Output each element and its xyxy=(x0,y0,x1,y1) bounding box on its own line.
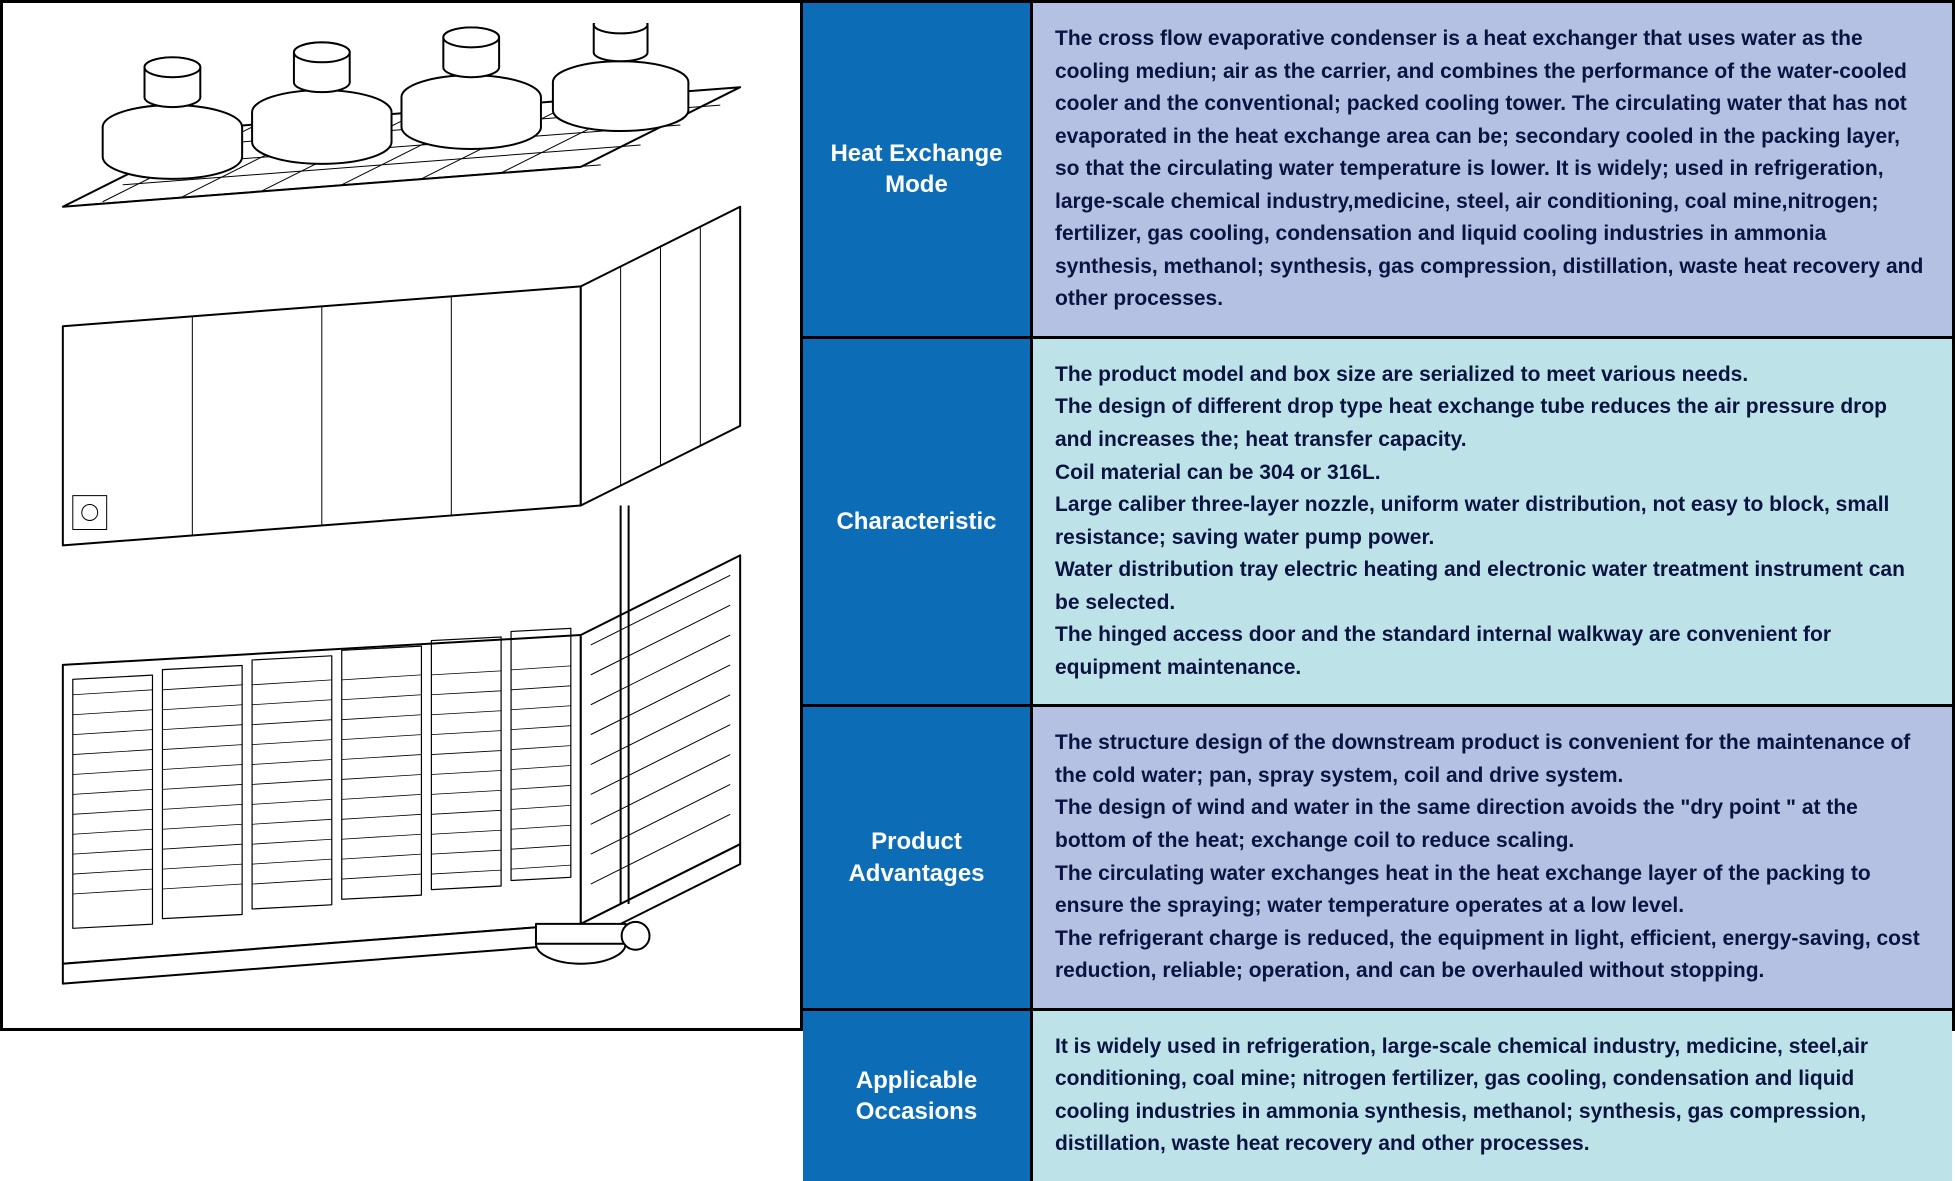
row-body: The product model and box size are seria… xyxy=(1033,339,1952,704)
row-header: Applicable Occasions xyxy=(803,1011,1033,1181)
spec-table: Heat Exchange Mode The cross flow evapor… xyxy=(803,3,1952,1028)
row-body: It is widely used in refrigeration, larg… xyxy=(1033,1011,1952,1181)
row-product-advantages: Product Advantages The structure design … xyxy=(803,707,1952,1010)
row-header: Product Advantages xyxy=(803,707,1033,1007)
row-header: Characteristic xyxy=(803,339,1033,704)
condenser-line-drawing xyxy=(23,23,780,1008)
row-body: The structure design of the downstream p… xyxy=(1033,707,1952,1007)
row-body: The cross flow evaporative condenser is … xyxy=(1033,3,1952,336)
row-header: Heat Exchange Mode xyxy=(803,3,1033,336)
row-heat-exchange-mode: Heat Exchange Mode The cross flow evapor… xyxy=(803,3,1952,339)
row-characteristic: Characteristic The product model and box… xyxy=(803,339,1952,707)
row-applicable-occasions: Applicable Occasions It is widely used i… xyxy=(803,1011,1952,1181)
equipment-drawing-panel xyxy=(3,3,803,1028)
